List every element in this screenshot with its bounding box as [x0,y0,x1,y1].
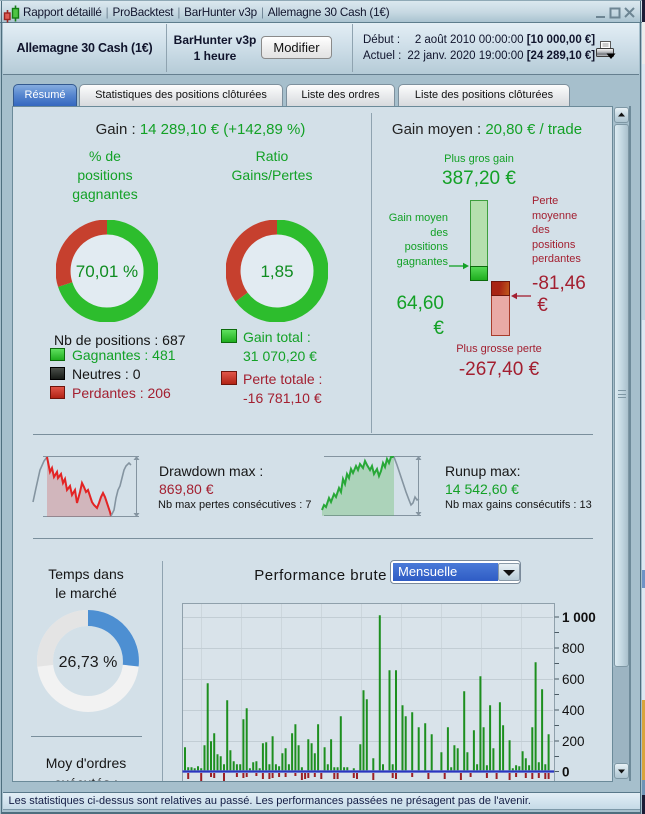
svg-text:70,01 %: 70,01 % [76,262,138,281]
svg-text:1 000: 1 000 [562,610,596,625]
svg-text:800: 800 [562,641,585,656]
svg-text:200: 200 [562,734,585,749]
svg-text:1,85: 1,85 [260,262,293,281]
svg-text:600: 600 [562,672,585,687]
svg-text:26,73 %: 26,73 % [59,654,118,671]
svg-text:0: 0 [562,764,570,779]
svg-text:400: 400 [562,703,585,718]
